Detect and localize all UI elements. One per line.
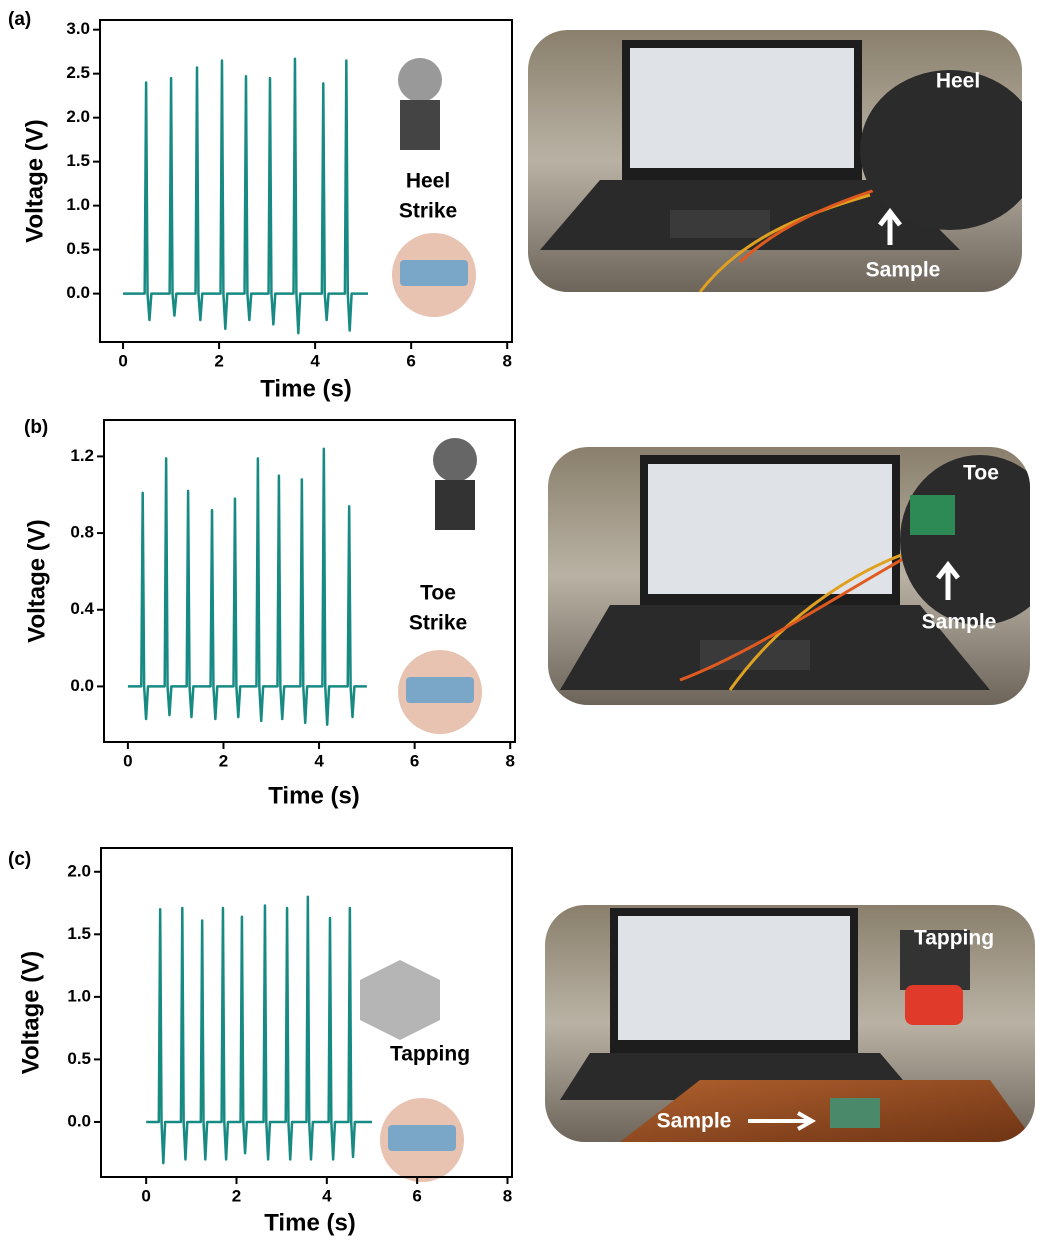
y-tick-label: 1.0 (66, 195, 90, 214)
annotation: Heel (406, 170, 450, 193)
y-tick-label: 0.4 (70, 599, 94, 618)
y-tick-label: 0.8 (70, 523, 94, 542)
x-tick-label: 6 (410, 751, 419, 770)
x-tick-label: 4 (314, 751, 324, 770)
y-tick-label: 1.5 (66, 151, 90, 170)
y-tick-label: 0.5 (66, 239, 90, 258)
x-tick-label: 8 (502, 351, 511, 370)
photo-label: Toe (963, 462, 999, 485)
y-tick-label: 0.5 (67, 1049, 91, 1068)
y-tick-label: 1.5 (67, 924, 91, 943)
y-tick-label: 2.0 (67, 861, 91, 880)
photo-label: Sample (657, 1110, 732, 1133)
y-tick-label: 0.0 (70, 676, 94, 695)
x-tick-label: 2 (232, 1186, 241, 1205)
y-tick-label: 3.0 (66, 19, 90, 38)
x-tick-label: 0 (118, 351, 127, 370)
y-tick-label: 1.2 (70, 446, 94, 465)
inset-icons (360, 58, 482, 1182)
photo-label: Sample (866, 259, 941, 282)
photo-label: Sample (922, 611, 997, 634)
annotation: Tapping (390, 1043, 470, 1066)
y-tick-label: 2.5 (66, 63, 90, 82)
y-tick-label: 1.0 (67, 986, 91, 1005)
x-tick-label: 2 (214, 351, 223, 370)
plot-frame (99, 19, 513, 343)
y-axis-label: Voltage (V) (17, 951, 44, 1075)
x-tick-label: 4 (322, 1186, 332, 1205)
x-tick-label: 6 (412, 1186, 421, 1205)
x-tick-label: 2 (219, 751, 228, 770)
x-tick-label: 0 (123, 751, 132, 770)
plot-frame (103, 419, 516, 743)
panel-label: (a) (8, 9, 31, 30)
photo-label: Tapping (914, 927, 994, 950)
annotation: Strike (399, 200, 457, 223)
y-tick-label: 0.0 (66, 283, 90, 302)
photo-heel: Heel Sample (528, 30, 1022, 292)
panel-label: (b) (24, 417, 48, 438)
x-tick-label: 8 (503, 1186, 512, 1205)
voltage-line (123, 57, 368, 335)
plot-frame (100, 847, 513, 1178)
y-axis-label: Voltage (V) (23, 519, 50, 643)
annotation: Strike (409, 612, 467, 635)
x-tick-label: 4 (310, 351, 320, 370)
photo-label: Heel (936, 70, 980, 93)
voltage-line (127, 447, 367, 726)
x-tick-label: 6 (406, 351, 415, 370)
x-axis-label: Time (s) (268, 782, 360, 809)
y-tick-label: 0.0 (67, 1111, 91, 1130)
panel-label: (c) (8, 849, 31, 870)
x-axis-label: Time (s) (260, 375, 352, 402)
voltage-line (146, 895, 372, 1165)
annotation: Toe (420, 582, 456, 605)
y-axis-label: Voltage (V) (21, 119, 48, 243)
x-tick-label: 0 (141, 1186, 150, 1205)
x-axis-label: Time (s) (264, 1209, 356, 1236)
y-tick-label: 2.0 (66, 107, 90, 126)
x-tick-label: 8 (505, 751, 514, 770)
photo-toe: Toe Sample (548, 447, 1030, 705)
photo-tapping: Tapping Sample (545, 905, 1035, 1142)
